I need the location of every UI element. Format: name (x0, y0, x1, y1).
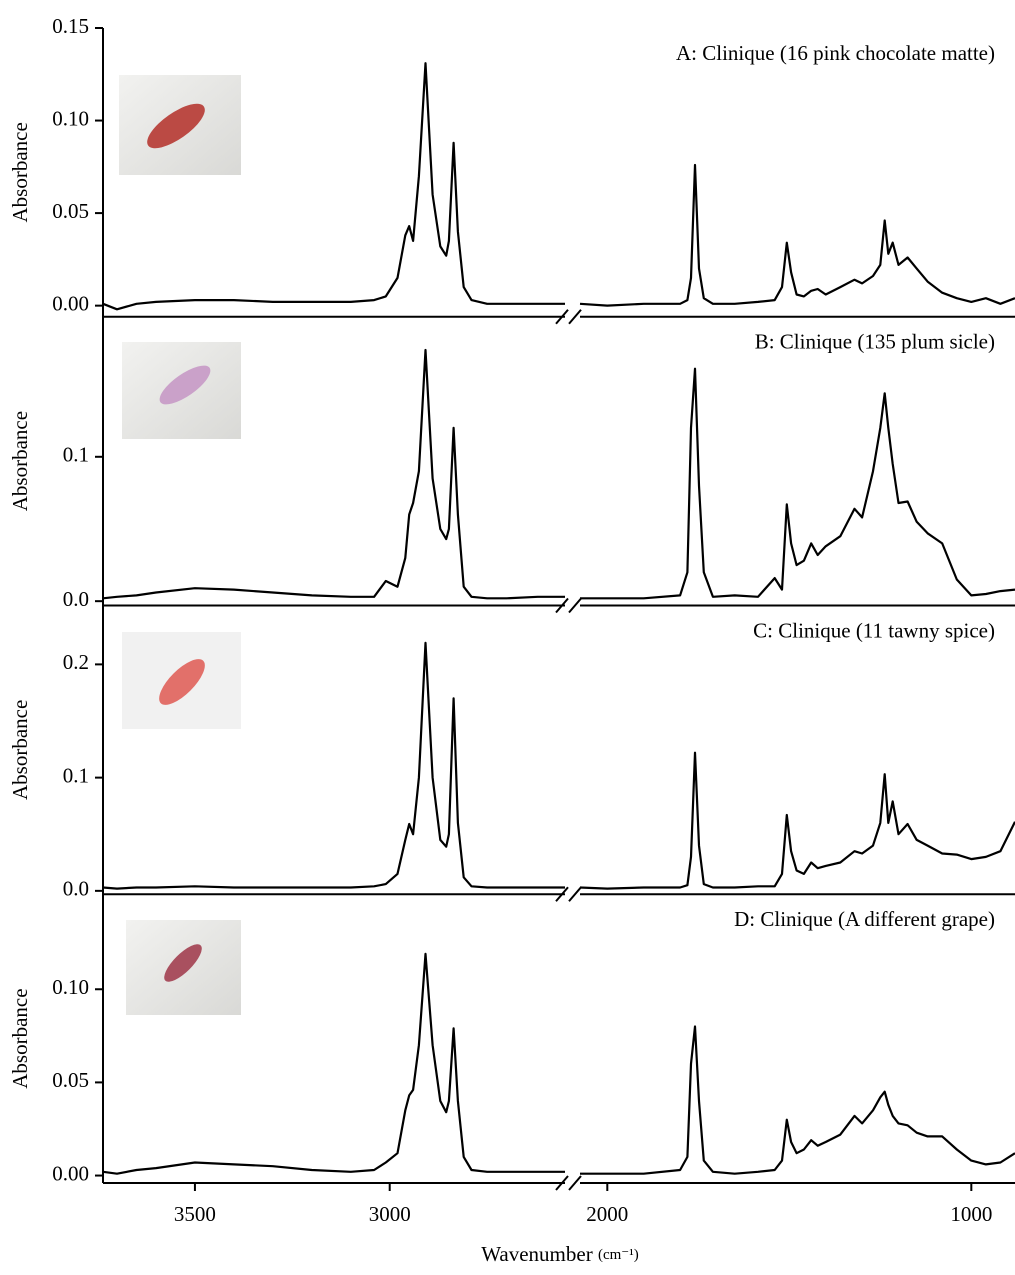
swatch (159, 659, 205, 705)
axis-break (555, 597, 569, 614)
panel-title: A: Clinique (16 pink chocolate matte) (676, 41, 995, 65)
axis-break (568, 886, 582, 902)
y-tick-label: 0.00 (52, 291, 89, 315)
axis-break (555, 1175, 569, 1191)
y-tick-label: 0.0 (63, 587, 89, 611)
spectrum-line (579, 163, 1015, 307)
spectrum-line (102, 348, 565, 600)
x-axis-unit: (cm⁻¹) (598, 1247, 639, 1263)
spectrum-line (102, 62, 565, 311)
y-tick-label: 0.15 (52, 14, 89, 38)
panel-title: D: Clinique (A different grape) (734, 907, 995, 931)
panel-title: B: Clinique (135 plum sicle) (755, 330, 995, 354)
y-tick-label: 0.1 (63, 763, 89, 787)
axis-break (568, 309, 582, 325)
swatch (159, 365, 211, 405)
x-tick-label: 2000 (586, 1202, 628, 1226)
spectrum-line (580, 1025, 1015, 1175)
swatch (147, 103, 205, 149)
spectrum-line (102, 952, 565, 1175)
axis-break (555, 886, 569, 902)
y-tick-label: 0.0 (63, 877, 89, 901)
spectrum-line (102, 641, 565, 890)
spectrum-line (579, 751, 1015, 890)
x-tick-label: 1000 (950, 1202, 992, 1226)
axis-break (568, 597, 582, 614)
y-tick-label: 0.2 (63, 650, 89, 674)
y-tick-label: 0.10 (52, 975, 89, 999)
panel-title: C: Clinique (11 tawny spice) (753, 618, 995, 642)
x-tick-label: 3500 (174, 1202, 216, 1226)
y-tick-label: 0.00 (52, 1161, 89, 1185)
x-axis-title: Wavenumber (cm⁻¹) (481, 1242, 638, 1266)
spectrum-line (580, 367, 1015, 600)
swatch (164, 944, 202, 982)
y-tick-label: 0.10 (52, 106, 89, 130)
y-tick-label: 0.05 (52, 199, 89, 223)
y-tick-label: 0.1 (63, 443, 89, 467)
y-axis-label: Absorbance (8, 122, 32, 222)
y-axis-label: Absorbance (8, 988, 32, 1088)
y-tick-label: 0.05 (52, 1068, 89, 1092)
axis-break (568, 1175, 582, 1191)
y-axis-label: Absorbance (8, 411, 32, 511)
x-axis-label: Wavenumber (481, 1242, 592, 1266)
y-axis-label: Absorbance (8, 700, 32, 800)
axis-break (555, 309, 569, 325)
x-tick-label: 3000 (369, 1202, 411, 1226)
inset-photos (119, 75, 241, 1015)
